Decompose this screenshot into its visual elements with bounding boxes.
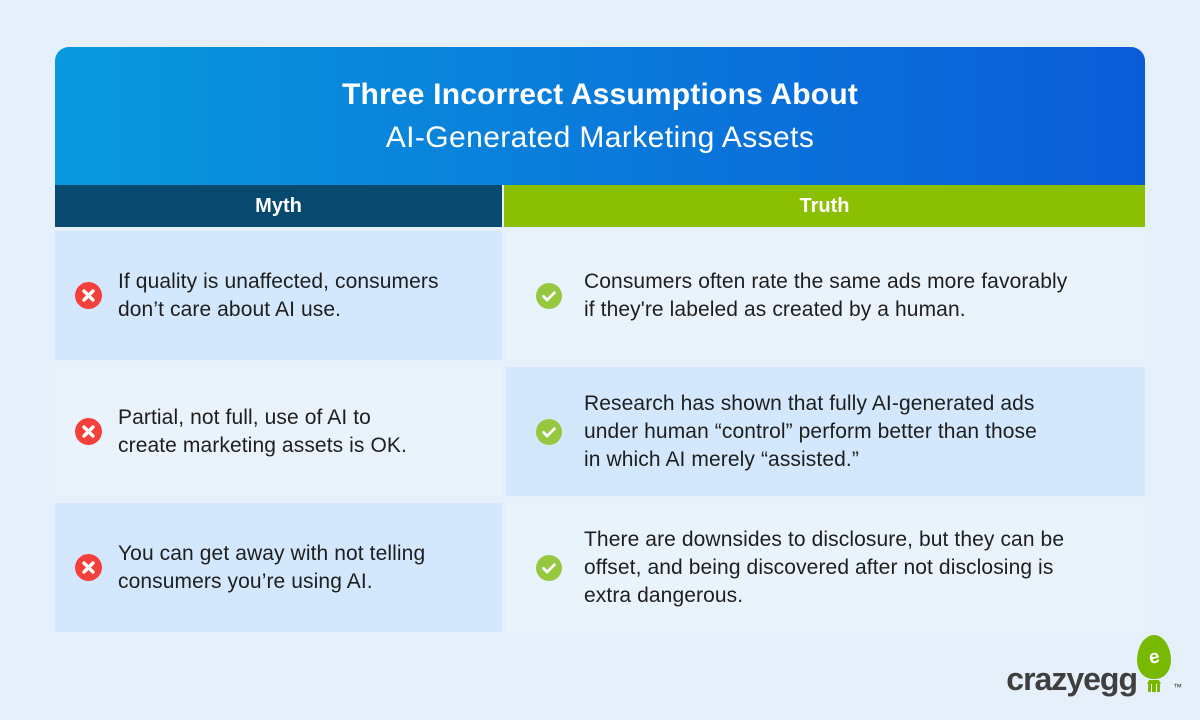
myth-cell-1: If quality is unaffected, consumers don’… [55,231,502,360]
truth-cell-3: There are downsides to disclosure, but t… [506,503,1145,632]
column-headers: Myth Truth [55,185,1145,227]
myth-cell-2: Partial, not full, use of AI to create m… [55,367,502,496]
x-circle-icon [75,554,102,581]
crazyegg-balloon-icon: e [1137,635,1171,692]
column-header-myth: Myth [55,185,502,227]
table-row: Partial, not full, use of AI to create m… [55,367,1145,496]
infographic-card: Three Incorrect Assumptions About AI-Gen… [55,47,1145,639]
column-header-truth: Truth [504,185,1145,227]
check-circle-icon [536,282,562,309]
page-title-line2: AI-Generated Marketing Assets [385,121,815,154]
myth-text: Partial, not full, use of AI to create m… [118,405,407,457]
table-row: If quality is unaffected, consumers don’… [55,231,1145,360]
balloon-basket [1148,684,1160,692]
myth-text: If quality is unaffected, consumers don’… [118,269,439,321]
x-circle-icon [75,282,102,309]
check-circle-icon [536,418,562,445]
trademark-symbol: ™ [1173,682,1182,692]
header-banner: Three Incorrect Assumptions About AI-Gen… [55,47,1145,185]
x-circle-icon [75,418,102,445]
table-row: You can get away with not telling consum… [55,503,1145,632]
truth-cell-2: Research has shown that fully AI-generat… [506,367,1145,496]
page-title-line1: Three Incorrect Assumptions About [341,78,859,111]
table-body: If quality is unaffected, consumers don’… [55,231,1145,632]
check-circle-icon [536,554,562,581]
crazyegg-logo: crazyegg e ™ [1006,635,1182,697]
truth-cell-1: Consumers often rate the same ads more f… [506,231,1145,360]
myth-cell-3: You can get away with not telling consum… [55,503,502,632]
truth-text: Consumers often rate the same ads more f… [584,269,1068,321]
truth-text: There are downsides to disclosure, but t… [584,527,1065,607]
truth-text: Research has shown that fully AI-generat… [584,391,1037,471]
myth-text: You can get away with not telling consum… [118,541,426,593]
crazyegg-wordmark: crazyegg [1006,661,1138,697]
